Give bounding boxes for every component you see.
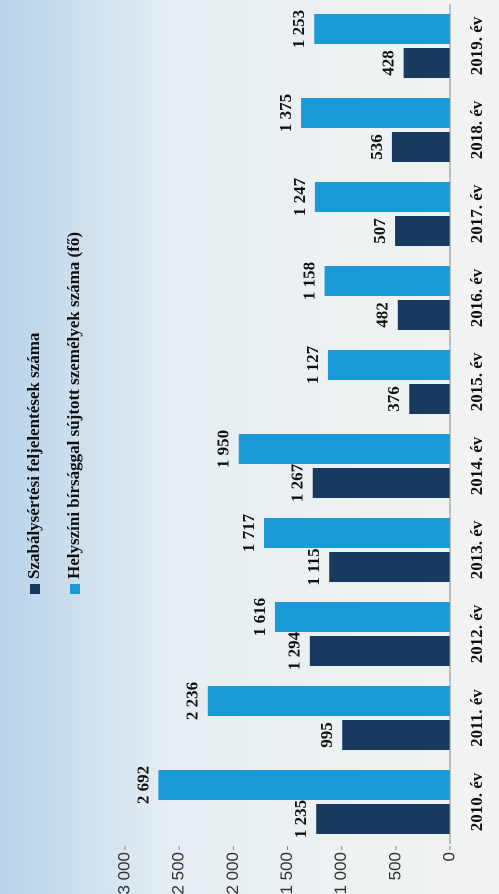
value-label: 1 253	[289, 10, 308, 48]
x-tick-label: 2013. év	[467, 520, 486, 579]
legend-swatch	[70, 584, 80, 594]
y-tick-label: 2 500	[169, 852, 188, 894]
bar	[314, 182, 450, 212]
bar	[301, 98, 450, 128]
value-label: 995	[317, 722, 336, 748]
value-label: 1 267	[288, 463, 307, 502]
x-tick-label: 2014. év	[467, 436, 486, 495]
value-label: 2 236	[183, 682, 202, 720]
value-label: 507	[370, 218, 389, 244]
bar	[329, 552, 451, 582]
value-label: 1 235	[291, 800, 310, 838]
value-label: 1 127	[303, 345, 322, 384]
bar	[395, 216, 451, 246]
legend-label: Helyszíni bírsággal sújtott személyek sz…	[64, 232, 83, 579]
bar	[312, 468, 450, 498]
value-label: 536	[367, 134, 386, 160]
x-tick-label: 2015. év	[467, 352, 486, 411]
y-tick-label: 0	[439, 852, 458, 861]
value-label: 1 950	[214, 430, 233, 468]
bar	[403, 48, 450, 78]
y-tick-label: 2 000	[223, 852, 242, 894]
value-label: 1 717	[239, 513, 258, 552]
bar	[342, 720, 451, 750]
x-tick-label: 2016. év	[467, 268, 486, 327]
bar	[314, 14, 450, 44]
value-label: 1 294	[285, 631, 304, 670]
value-label: 1 115	[304, 548, 323, 585]
bar	[274, 602, 450, 632]
y-tick-label: 500	[385, 852, 404, 880]
x-tick-label: 2017. év	[467, 184, 486, 243]
bar	[327, 350, 450, 380]
value-label: 2 692	[133, 766, 152, 804]
bar	[316, 804, 451, 834]
x-tick-label: 2010. év	[467, 772, 486, 831]
x-tick-label: 2011. év	[467, 689, 486, 747]
value-label: 428	[379, 50, 398, 76]
legend-label: Szabálysértési feljelentések száma	[24, 332, 43, 579]
rotated-chart: 0 500 1 000 1 500 2 000 2 500 3 000 2010. év 1 2…	[24, 4, 486, 894]
x-tick-label: 2012. év	[467, 604, 486, 663]
bar	[397, 300, 450, 330]
value-label: 376	[384, 386, 403, 412]
y-tick-label: 3 000	[114, 852, 133, 894]
x-tick-label: 2018. év	[467, 100, 486, 159]
value-label: 1 247	[290, 177, 309, 216]
bar	[391, 132, 450, 162]
value-label: 1 616	[250, 598, 269, 636]
bar	[238, 434, 450, 464]
x-tick-label: 2019. év	[467, 16, 486, 75]
value-label: 482	[373, 302, 392, 328]
bar	[207, 686, 450, 716]
y-tick-label: 1 500	[277, 852, 296, 894]
bar	[324, 266, 450, 296]
value-label: 1 375	[276, 94, 295, 132]
value-label: 1 158	[299, 262, 318, 300]
y-tick-label: 1 000	[331, 852, 350, 894]
bar	[158, 770, 450, 800]
bar	[409, 384, 450, 414]
bar	[263, 518, 450, 548]
bar	[309, 636, 451, 666]
legend-swatch	[30, 584, 40, 594]
